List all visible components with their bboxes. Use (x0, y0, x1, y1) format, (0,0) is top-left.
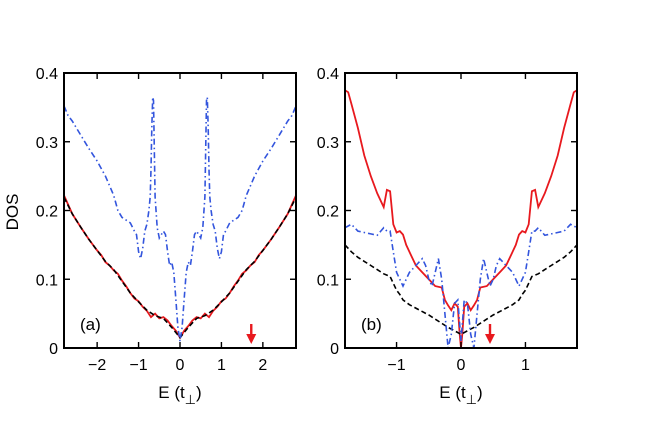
y-axis-label: DOS (3, 194, 22, 231)
arrow-head (485, 334, 495, 344)
series-solid-red (345, 89, 577, 348)
x-tick-label: 0 (176, 357, 185, 374)
y-tick-label: 0.1 (36, 272, 58, 289)
series-dashed-black (345, 244, 577, 336)
y-tick-label: 0 (330, 341, 339, 358)
x-tick-label: 0 (457, 357, 466, 374)
y-tick-label: 0 (49, 341, 58, 358)
y-tick-label: 0.4 (36, 66, 58, 83)
x-axis-label: E (t⊥) (158, 383, 201, 407)
axes-frame (63, 72, 297, 349)
y-tick-label: 0.2 (36, 204, 58, 221)
y-tick-label: 0.4 (317, 66, 339, 83)
series-dashdot-blue (64, 96, 296, 342)
y-tick-label: 0.2 (317, 204, 339, 221)
x-tick-label: −1 (129, 357, 147, 374)
panel-b: −1 0 1 0 0.1 0.2 0.3 0.4 (b) E (t⊥) (317, 66, 578, 407)
x-tick-label: 1 (217, 357, 226, 374)
axes-frame (344, 72, 578, 349)
x-tick-label: −2 (88, 357, 106, 374)
x-axis-label: E (t⊥) (439, 383, 482, 407)
x-tick-label: −1 (387, 357, 405, 374)
y-tick-label: 0.3 (317, 135, 339, 152)
x-tick-label: 2 (258, 357, 267, 374)
y-tick-label: 0.1 (317, 272, 339, 289)
x-tick-label: 1 (521, 357, 530, 374)
panel-label: (b) (361, 315, 382, 334)
panel-a: −2 −1 0 1 2 0 0.1 0.2 0.3 0.4 (a) E (t⊥) (36, 66, 297, 407)
y-tick-label: 0.3 (36, 135, 58, 152)
panel-label: (a) (80, 315, 101, 334)
plot-area (345, 89, 577, 348)
plot-area (64, 96, 296, 342)
series-dashdot-blue (345, 223, 577, 348)
arrow-head (246, 334, 257, 344)
